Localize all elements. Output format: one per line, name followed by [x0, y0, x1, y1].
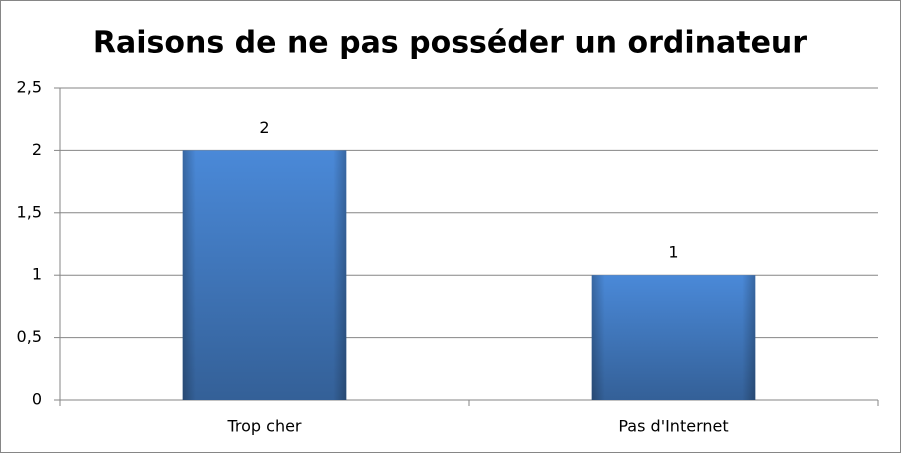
chart-title: Raisons de ne pas posséder un ordinateur — [93, 26, 807, 61]
bar-edge — [182, 150, 347, 400]
y-tick-label: 0,5 — [17, 327, 42, 346]
data-label: 1 — [668, 243, 678, 262]
data-label: 2 — [259, 118, 269, 137]
x-tick-label: Pas d'Internet — [618, 417, 728, 436]
y-tick-label: 1,5 — [17, 202, 42, 221]
x-tick-label: Trop cher — [226, 417, 301, 436]
bar-edge — [591, 275, 756, 400]
y-tick-label: 2 — [32, 140, 42, 159]
y-tick-label: 1 — [32, 265, 42, 284]
y-tick-label: 2,5 — [17, 78, 42, 97]
y-tick-label: 0 — [32, 390, 42, 409]
